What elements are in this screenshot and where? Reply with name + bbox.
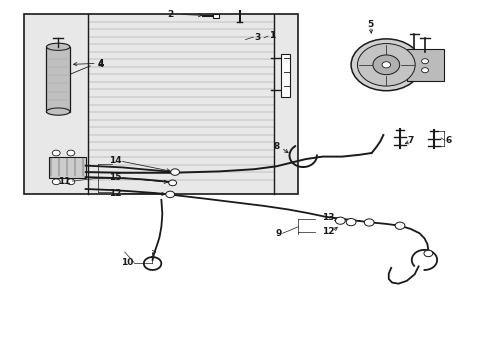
Circle shape (168, 180, 176, 186)
Text: 5: 5 (367, 19, 373, 29)
Ellipse shape (46, 108, 70, 115)
Circle shape (357, 44, 414, 86)
Text: 3: 3 (254, 32, 260, 41)
FancyBboxPatch shape (24, 14, 298, 194)
Bar (281, 54, 289, 97)
Circle shape (423, 250, 432, 257)
Circle shape (67, 150, 75, 156)
Circle shape (372, 55, 399, 75)
Circle shape (52, 150, 60, 156)
Text: 11: 11 (58, 177, 71, 186)
Text: 12: 12 (321, 227, 334, 236)
Text: 4: 4 (98, 59, 104, 68)
Text: 15: 15 (108, 173, 121, 182)
Text: 13: 13 (321, 213, 334, 222)
Circle shape (335, 217, 345, 224)
Text: 12: 12 (108, 189, 121, 198)
Circle shape (364, 219, 373, 226)
Circle shape (165, 191, 174, 198)
Circle shape (67, 179, 75, 185)
Circle shape (381, 62, 390, 68)
Circle shape (346, 219, 355, 226)
Circle shape (52, 179, 60, 185)
Circle shape (170, 169, 179, 175)
Text: 8: 8 (273, 143, 279, 152)
Circle shape (421, 68, 427, 73)
Bar (407, 49, 443, 81)
Bar (212, 14, 218, 18)
Text: 4: 4 (98, 60, 104, 69)
Text: 9: 9 (275, 229, 281, 238)
Ellipse shape (46, 43, 70, 50)
Bar (46, 47, 70, 112)
Circle shape (421, 59, 427, 64)
Text: 10: 10 (121, 258, 133, 267)
Circle shape (350, 39, 421, 91)
Text: 2: 2 (167, 10, 173, 19)
Text: 1: 1 (268, 31, 275, 40)
Text: 7: 7 (407, 136, 413, 145)
Bar (49, 157, 85, 178)
Text: 6: 6 (445, 136, 451, 145)
Text: 14: 14 (108, 156, 121, 165)
Circle shape (394, 222, 404, 229)
